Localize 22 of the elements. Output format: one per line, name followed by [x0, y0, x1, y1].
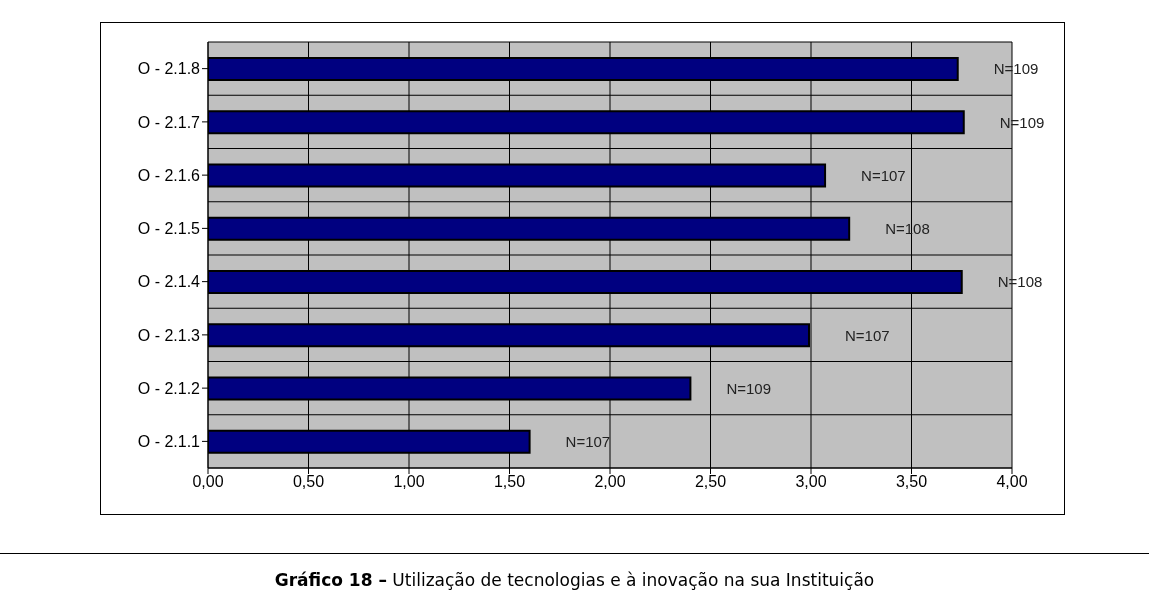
- y-tick-label: O - 2.1.8: [137, 60, 201, 78]
- y-tick-label: O - 2.1.2: [137, 379, 201, 397]
- x-tick-label: 1,50: [493, 473, 526, 491]
- x-tick-label: 0,50: [292, 473, 325, 491]
- y-tick-label: O - 2.1.6: [137, 166, 201, 184]
- text: Utilização de tecnologias e à inovação na sua Instituição: [392, 570, 875, 590]
- x-tick-label: 3,00: [795, 473, 827, 491]
- x-tick-label: 4,00: [996, 473, 1028, 491]
- text: Gráfico 18 –: [274, 570, 387, 590]
- annotation: N=107: [861, 166, 906, 184]
- y-tick-label: O - 2.1.7: [137, 113, 201, 131]
- x-tick-label: 1,00: [393, 473, 425, 491]
- y-tick-label: O - 2.1.4: [137, 273, 201, 291]
- annotation: N=107: [844, 326, 890, 344]
- y-tick-label: O - 2.1.3: [137, 326, 201, 344]
- x-tick-label: 2,50: [694, 473, 727, 491]
- x-tick-label: 3,50: [895, 473, 928, 491]
- annotation: N=109: [726, 379, 772, 397]
- x-tick-label: 2,00: [594, 473, 626, 491]
- y-tick-label: O - 2.1.1: [137, 433, 201, 451]
- x-tick-label: 0,00: [192, 473, 224, 491]
- y-tick-label: O - 2.1.5: [137, 220, 201, 238]
